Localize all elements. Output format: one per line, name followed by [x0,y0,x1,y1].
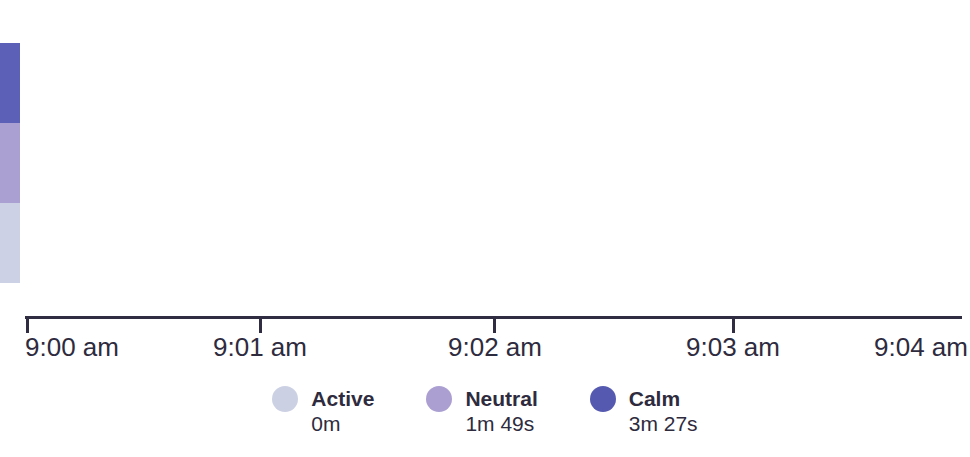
x-axis-label-902: 9:02 am [448,332,542,362]
active-zone-segment [0,203,20,283]
legend-item-neutral: Neutral 1m 49s [426,386,537,436]
x-axis-tick-901 [259,316,262,333]
legend-label-active: Active [311,386,374,411]
legend-value-active: 0m [311,411,374,436]
y-axis-zone-strip [0,43,20,283]
legend: Active 0m Neutral 1m 49s Calm 3m 27s [0,386,970,436]
session-timeline-chart-card: 9:00 am 9:01 am 9:02 am 9:03 am 9:04 am … [0,0,970,457]
x-axis-label-901: 9:01 am [213,332,307,362]
active-dot-icon [272,386,298,412]
neutral-dot-icon [426,386,452,412]
x-axis-label-903: 9:03 am [686,332,780,362]
legend-label-calm: Calm [629,386,698,411]
x-axis-tick-902 [493,316,496,333]
legend-value-neutral: 1m 49s [465,411,537,436]
legend-item-calm: Calm 3m 27s [590,386,698,436]
legend-label-neutral: Neutral [465,386,537,411]
neutral-zone-segment [0,123,20,203]
calm-zone-segment [0,43,20,123]
legend-value-calm: 3m 27s [629,411,698,436]
x-axis-label-900: 9:00 am [25,332,119,362]
x-axis-label-904: 9:04 am [874,332,968,362]
x-axis-tick-900 [26,316,29,333]
calm-dot-icon [590,386,616,412]
legend-item-active: Active 0m [272,386,374,436]
x-axis-tick-903 [732,316,735,333]
